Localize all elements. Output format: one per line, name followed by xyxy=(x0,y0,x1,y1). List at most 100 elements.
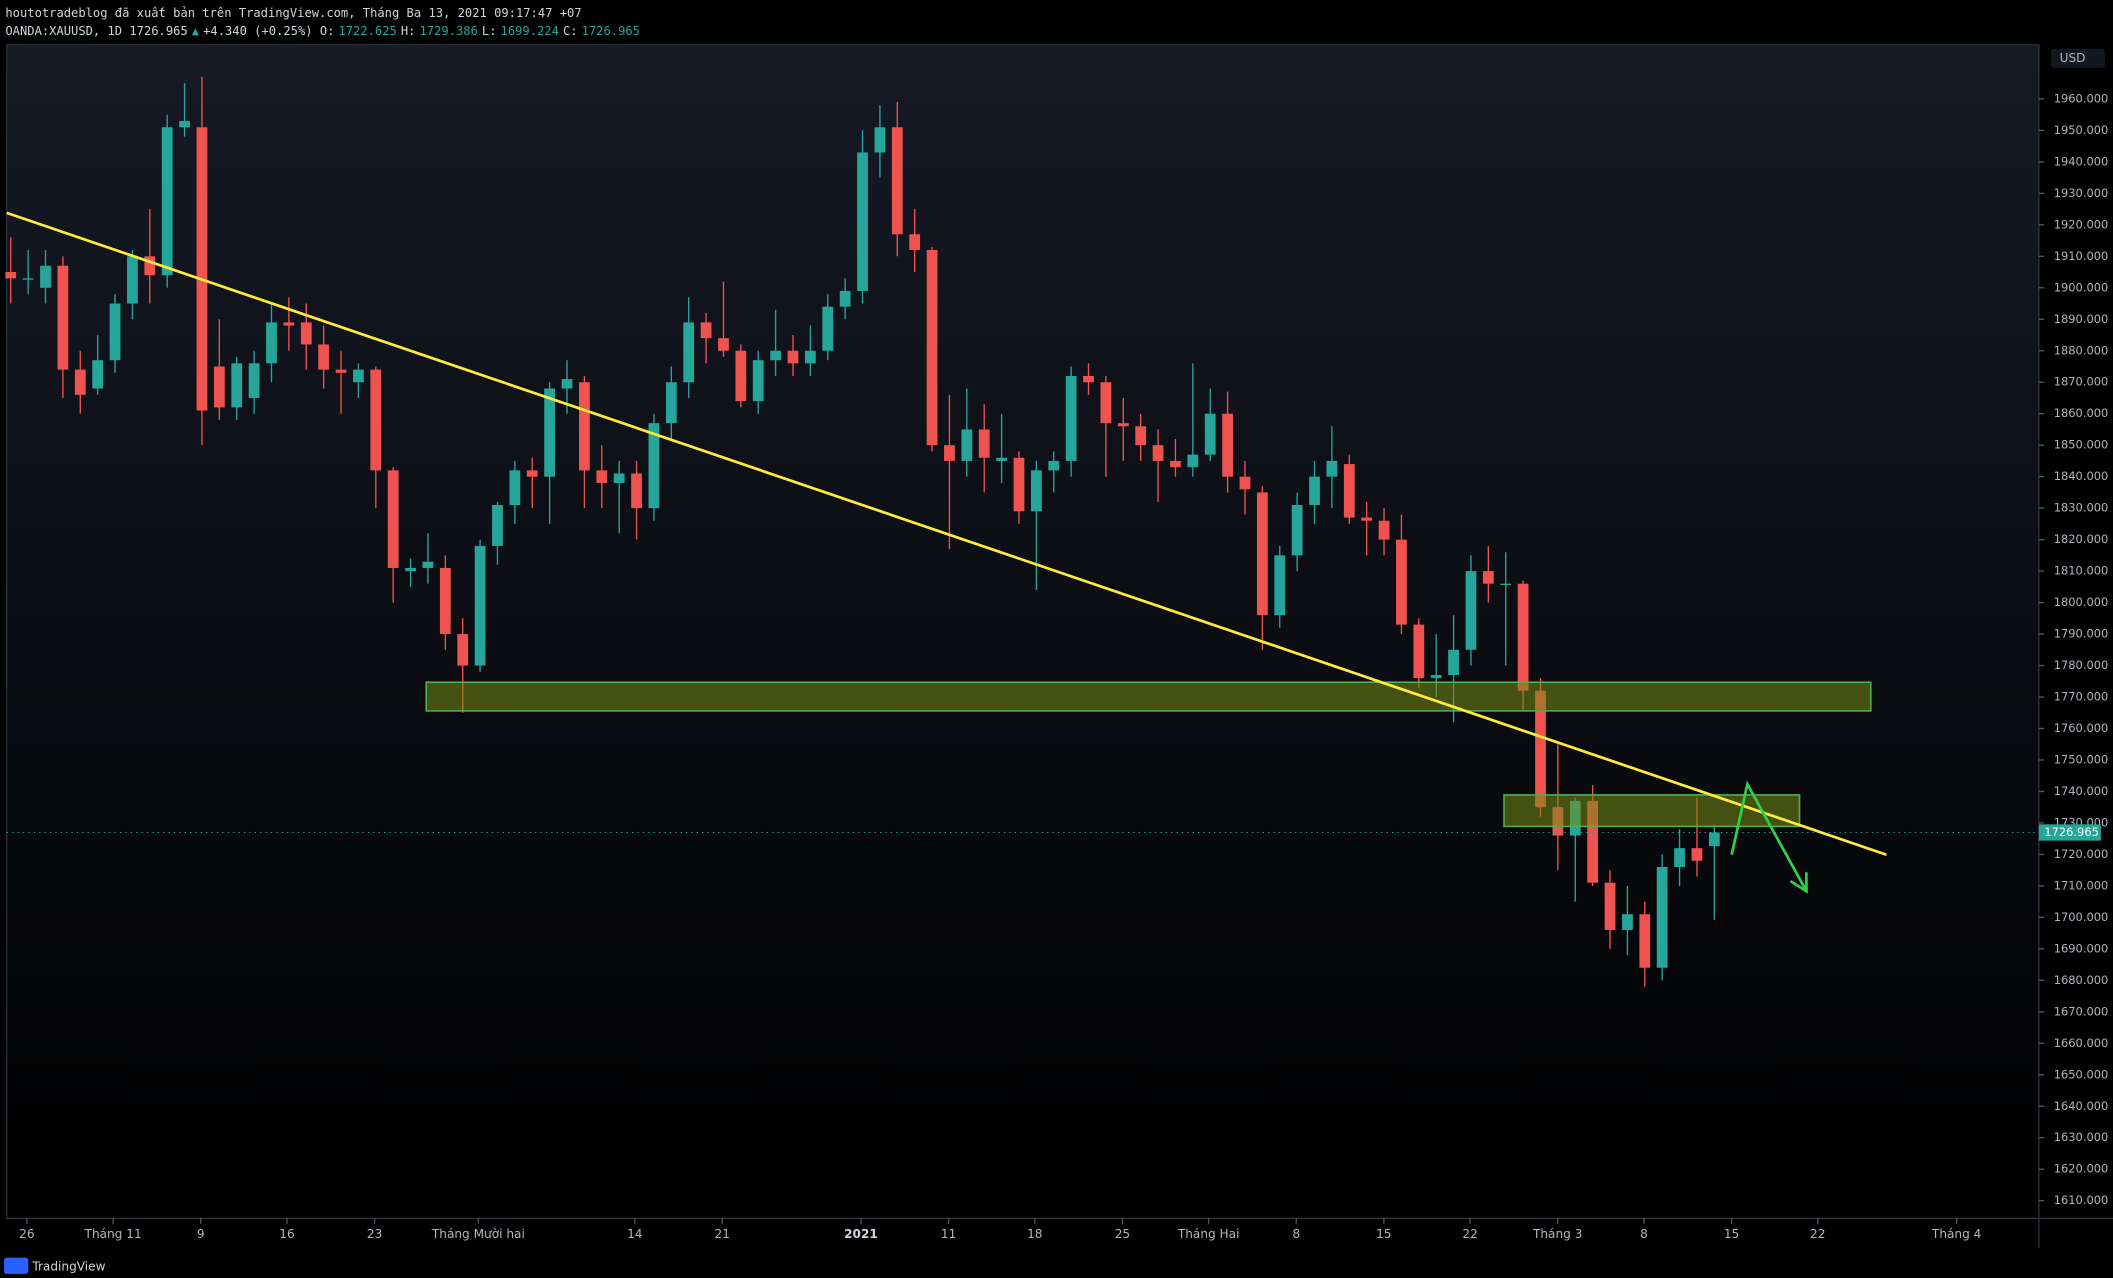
candle-body xyxy=(648,423,660,509)
candle-body xyxy=(266,322,277,364)
footer-brand: TradingView xyxy=(31,1260,105,1274)
x-tick-label: 15 xyxy=(1376,1227,1391,1241)
published-note: houtotradeblog đã xuất bản trên TradingV… xyxy=(5,6,581,20)
candle-body xyxy=(370,369,382,471)
candle-body xyxy=(353,369,364,383)
candle-body xyxy=(144,256,156,276)
y-tick-label: 1800.000 xyxy=(2054,595,2109,609)
candle-body xyxy=(544,388,556,477)
x-tick-label: Tháng 11 xyxy=(84,1227,142,1241)
candle-body xyxy=(1135,426,1147,446)
candle-body xyxy=(1326,460,1338,477)
x-tick-label: 21 xyxy=(715,1227,730,1241)
y-tick-label: 1630.000 xyxy=(2054,1130,2109,1144)
candle-body xyxy=(579,382,590,471)
candle-body xyxy=(1152,445,1164,461)
y-tick-label: 1760.000 xyxy=(2054,721,2109,735)
candle-body xyxy=(248,363,260,398)
candle-body xyxy=(1048,460,1060,471)
y-tick-label: 1810.000 xyxy=(2054,564,2109,578)
candle-body xyxy=(1674,848,1685,868)
legend-part: 1726.965 xyxy=(582,24,640,38)
candle-body xyxy=(1361,517,1373,521)
y-tick-label: 1660.000 xyxy=(2054,1036,2109,1050)
candle-body xyxy=(631,473,642,509)
candle-body xyxy=(1430,674,1442,679)
candle-body xyxy=(683,322,695,383)
candle-body xyxy=(213,366,225,408)
candle-body xyxy=(665,382,677,424)
legend-part: OANDA:XAUUSD, 1D 1726.965 xyxy=(5,24,187,38)
candle-body xyxy=(978,429,990,458)
x-tick-label: 22 xyxy=(1810,1227,1825,1241)
candle-body xyxy=(457,634,469,666)
arrow xyxy=(1730,780,1808,892)
y-tick-label: 1890.000 xyxy=(2054,312,2109,326)
y-tick-label: 1690.000 xyxy=(2054,941,2109,955)
x-tick-label: 26 xyxy=(19,1227,34,1241)
candle-body xyxy=(405,567,416,572)
y-tick-label: 1860.000 xyxy=(2054,406,2109,420)
candle-body xyxy=(804,350,816,364)
candle-body xyxy=(196,127,208,411)
trendline xyxy=(6,211,1887,857)
candle-body xyxy=(1274,555,1286,616)
y-tick-label: 1620.000 xyxy=(2054,1162,2109,1176)
y-tick-label: 1670.000 xyxy=(2054,1004,2109,1018)
candle-body xyxy=(735,350,747,402)
candle-body xyxy=(891,127,903,235)
candle-body xyxy=(1013,457,1025,512)
y-tick-label: 1930.000 xyxy=(2054,186,2109,200)
candle-body xyxy=(909,234,921,251)
x-tick-label: Tháng Mười hai xyxy=(431,1227,525,1241)
candle-body xyxy=(822,306,834,351)
candle-body xyxy=(1343,464,1355,518)
x-tick-label: 8 xyxy=(1640,1227,1648,1241)
candle-body xyxy=(22,278,34,280)
logo xyxy=(4,1257,29,1274)
candle-body xyxy=(1482,571,1494,584)
legend-part: H: xyxy=(401,24,416,38)
candle-body xyxy=(1222,413,1233,477)
candle-body xyxy=(1708,832,1720,847)
candle-body xyxy=(1413,624,1425,679)
candle-body xyxy=(509,470,521,505)
y-tick-label: 1790.000 xyxy=(2054,627,2109,641)
x-tick-label: 15 xyxy=(1724,1227,1739,1241)
candle-body xyxy=(718,338,729,351)
candle-body xyxy=(1639,914,1651,968)
candle-body xyxy=(1117,423,1129,427)
y-tick-label: 1820.000 xyxy=(2054,532,2109,546)
candle-body xyxy=(1448,649,1459,675)
y-tick-label: 1640.000 xyxy=(2054,1099,2109,1113)
zone xyxy=(1503,794,1801,828)
candle-body xyxy=(1396,539,1407,625)
candle-body xyxy=(179,120,190,128)
candle-body xyxy=(561,379,573,389)
candle-body xyxy=(492,504,503,546)
candle-body xyxy=(944,445,955,461)
legend-part: L: xyxy=(482,24,497,38)
candle-body xyxy=(439,567,451,635)
y-tick-label: 1780.000 xyxy=(2054,658,2109,672)
candle-body xyxy=(5,272,17,279)
legend-part: +4.340 (+0.25%) O: xyxy=(203,24,334,38)
currency: USD xyxy=(2060,51,2086,65)
candle-body xyxy=(596,470,608,483)
candle-body xyxy=(1170,460,1181,468)
candle-body xyxy=(1065,375,1077,461)
y-tick-label: 1880.000 xyxy=(2054,343,2109,357)
x-tick-label: 25 xyxy=(1115,1227,1130,1241)
symbol-legend: OANDA:XAUUSD, 1D 1726.965 ▲ +4.340 (+0.25%… xyxy=(5,24,640,38)
last-price-badge xyxy=(2038,824,2101,841)
legend-part: ▲ xyxy=(192,24,200,38)
legend-part: C: xyxy=(563,24,578,38)
candle-body xyxy=(161,127,173,276)
candle-body xyxy=(857,152,868,291)
x-tick-label: Tháng 3 xyxy=(1532,1227,1582,1241)
y-tick-label: 1950.000 xyxy=(2054,123,2109,137)
candle-body xyxy=(526,470,538,477)
candle-body xyxy=(1291,504,1303,556)
candle-body xyxy=(474,545,486,666)
